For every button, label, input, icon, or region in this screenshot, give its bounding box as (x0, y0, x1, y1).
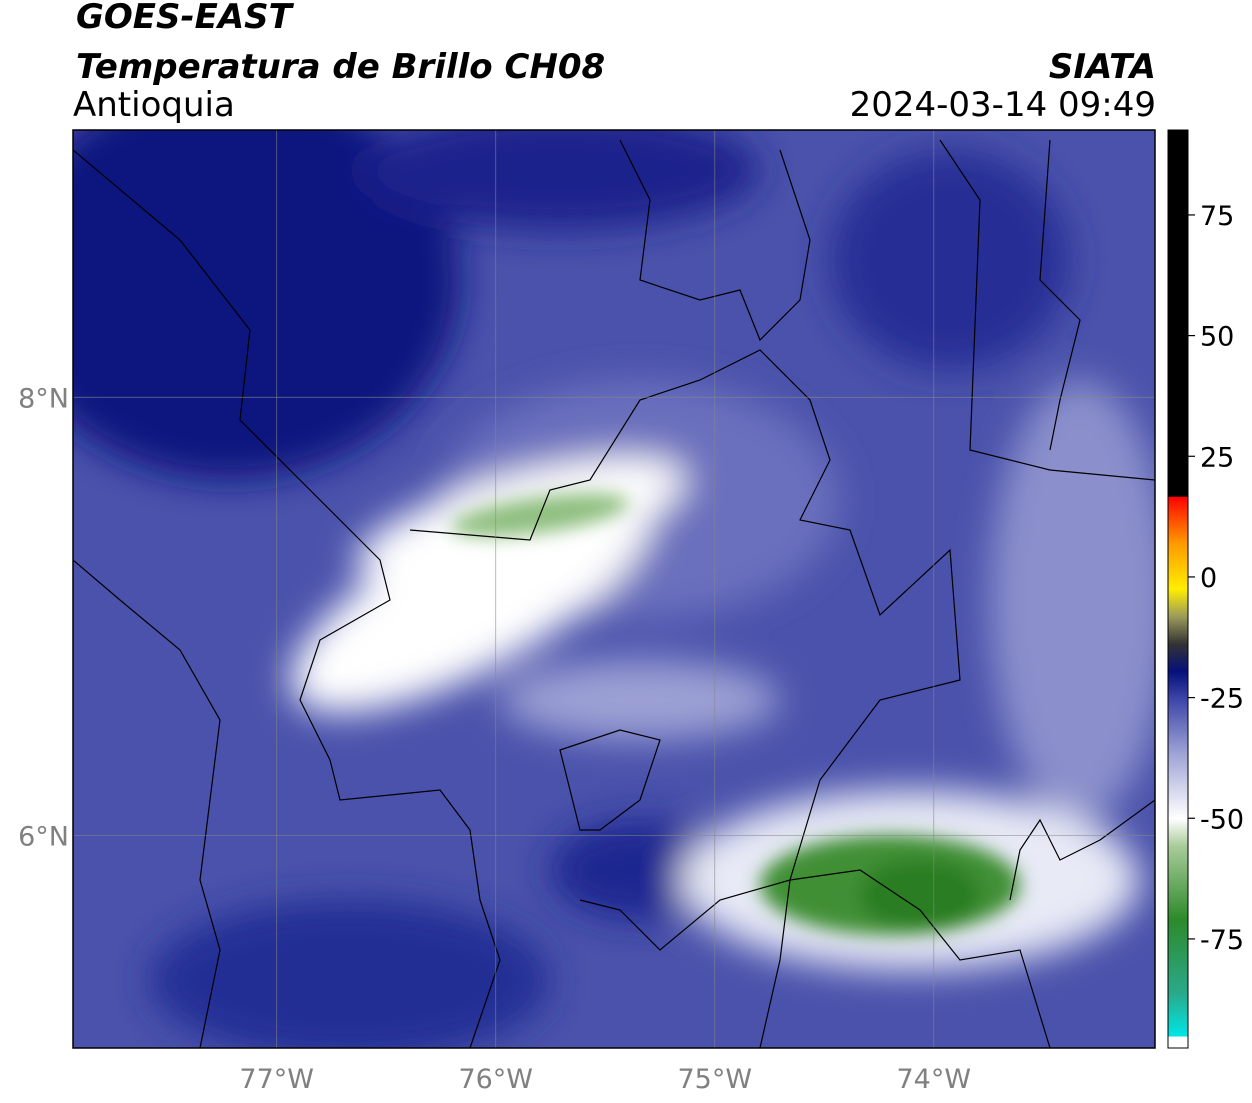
lat-tick-label: 8°N (18, 383, 69, 414)
lon-tick-label: 76°W (458, 1064, 533, 1095)
colorbar-axis: 75 50 25 0 -25 -50 -75 (1188, 201, 1244, 956)
colorbar-tick-label: -25 (1200, 684, 1244, 715)
colorbar-tick-label: -50 (1200, 804, 1244, 835)
lon-tick-label: 77°W (239, 1064, 314, 1095)
colorbar-tick-label: 0 (1200, 563, 1217, 594)
colorbar-tick-label: 25 (1200, 442, 1234, 473)
satellite-image (73, 130, 1155, 1048)
colorbar (1167, 129, 1189, 1049)
title: GOES-EAST (76, 0, 295, 37)
borders (73, 139, 1155, 1048)
subtitle: Temperatura de Brillo CH08 (76, 47, 605, 87)
source: SIATA (1049, 47, 1156, 87)
colorbar-tick-label: -75 (1200, 925, 1244, 956)
map-frame (72, 129, 1156, 1049)
datetime: 2024-03-14 09:49 (850, 85, 1156, 125)
region: Antioquia (73, 85, 235, 125)
lon-tick-label: 75°W (677, 1064, 752, 1095)
lat-tick-label: 6°N (18, 821, 69, 852)
colorbar-tick-label: 75 (1200, 201, 1234, 232)
colorbar-tick-label: 50 (1200, 322, 1234, 353)
graticule: 77°W 76°W 75°W 74°W 8°N 6°N (18, 130, 1155, 1095)
lon-tick-label: 74°W (897, 1064, 972, 1095)
